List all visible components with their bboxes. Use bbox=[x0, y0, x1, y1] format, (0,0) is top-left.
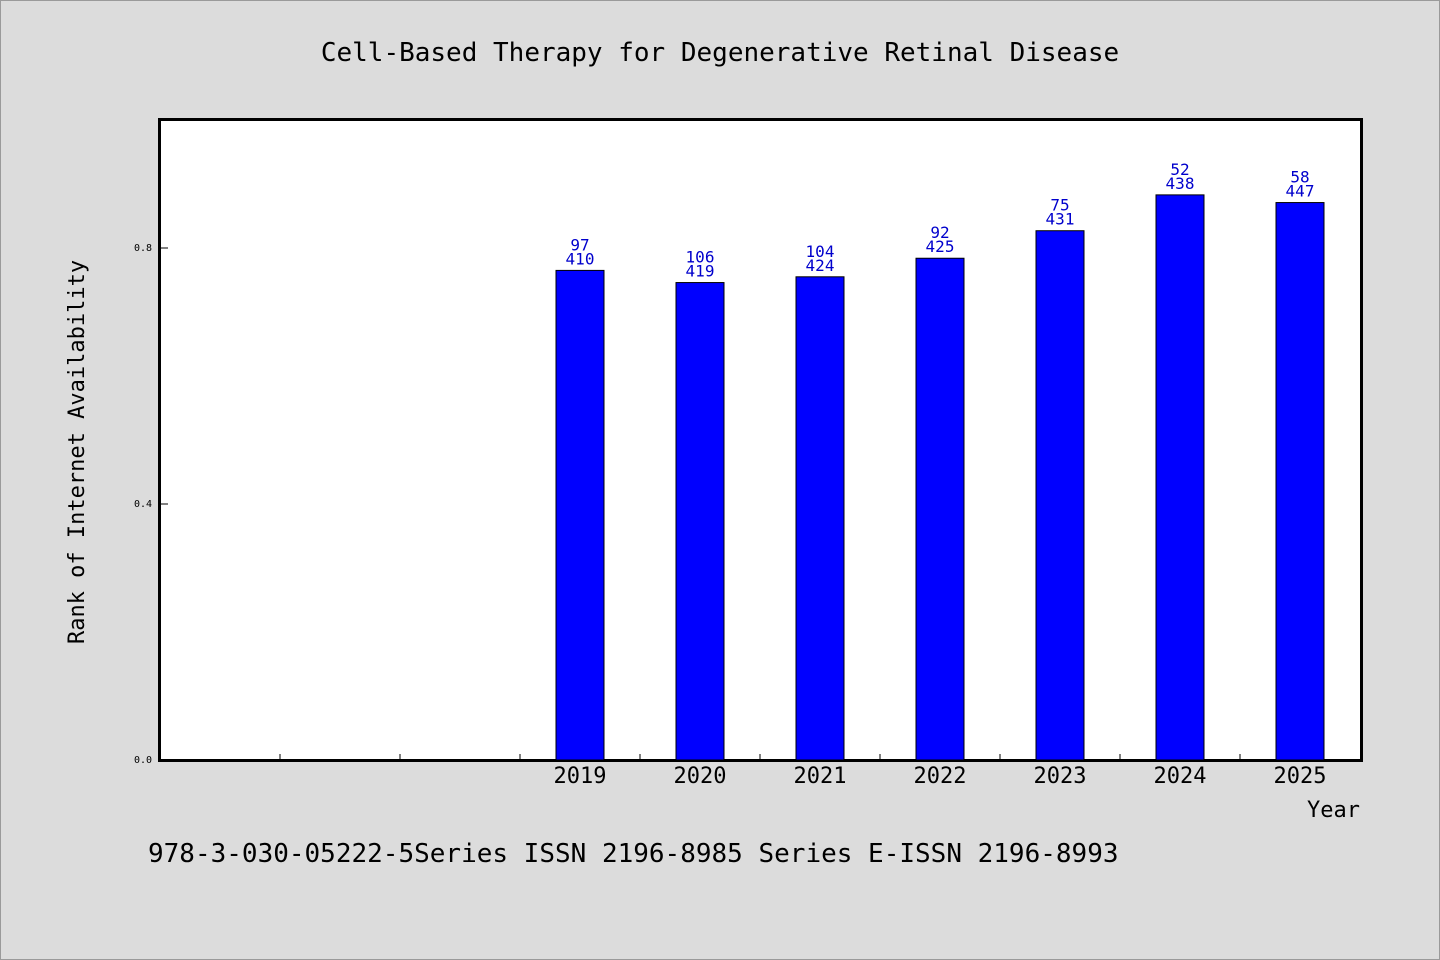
x-tick-label: 2023 bbox=[1034, 764, 1087, 789]
bar-top-label: 92 bbox=[930, 223, 949, 242]
x-axis-label: Year bbox=[1307, 798, 1360, 823]
chart-title: Cell-Based Therapy for Degenerative Reti… bbox=[321, 38, 1119, 68]
bar bbox=[795, 276, 845, 761]
bar-bottom-label: 425 bbox=[926, 237, 955, 256]
footer-identifier-text: 978-3-030-05222-5Series ISSN 2196-8985 S… bbox=[148, 839, 1119, 869]
bar-bottom-label: 410 bbox=[566, 249, 595, 268]
x-axis-ticks: 2019 2020 2021 2022 2023 2024 2025 bbox=[279, 754, 1327, 789]
bar bbox=[915, 257, 965, 761]
bar bbox=[1275, 202, 1325, 761]
bar-bottom-label: 431 bbox=[1046, 210, 1075, 229]
x-tick-label: 2024 bbox=[1154, 764, 1207, 789]
bar-top-label: 58 bbox=[1290, 168, 1309, 187]
bar-top-label: 106 bbox=[686, 248, 715, 267]
x-tick-label: 2022 bbox=[914, 764, 967, 789]
x-tick-label: 2020 bbox=[674, 764, 727, 789]
bar bbox=[1035, 230, 1085, 761]
y-axis-label: Rank of Internet Availability bbox=[65, 260, 90, 644]
bars bbox=[555, 194, 1325, 761]
x-tick-label: 2019 bbox=[554, 764, 607, 789]
bar-bottom-label: 424 bbox=[806, 256, 835, 275]
y-axis-ticks: 0.0 0.4 0.8 bbox=[134, 243, 168, 766]
bar-top-label: 104 bbox=[806, 242, 835, 261]
y-tick-label: 0.0 bbox=[134, 755, 152, 766]
bar-bottom-label: 419 bbox=[686, 262, 715, 281]
bar bbox=[675, 282, 725, 761]
bar-bottom-label: 438 bbox=[1166, 174, 1195, 193]
y-tick-label: 0.4 bbox=[134, 499, 152, 510]
x-tick-label: 2021 bbox=[794, 764, 847, 789]
bar-top-label: 97 bbox=[570, 235, 589, 254]
x-tick-label: 2025 bbox=[1274, 764, 1327, 789]
bar bbox=[555, 269, 605, 761]
bar-top-label: 75 bbox=[1050, 196, 1069, 215]
bar bbox=[1155, 194, 1205, 761]
bar-bottom-label: 447 bbox=[1286, 182, 1315, 201]
y-tick-label: 0.8 bbox=[134, 243, 152, 254]
bar-top-label: 52 bbox=[1170, 160, 1189, 179]
